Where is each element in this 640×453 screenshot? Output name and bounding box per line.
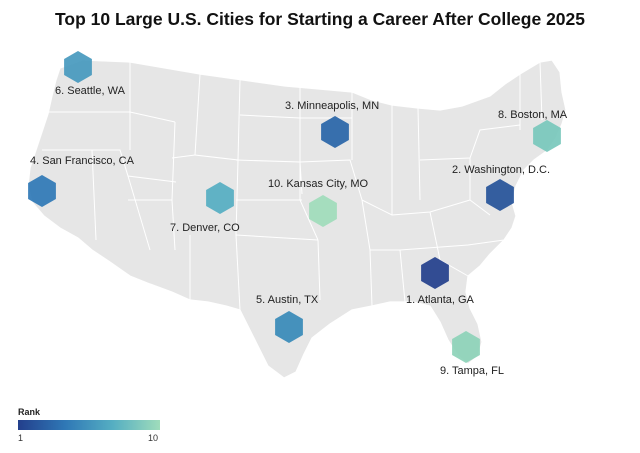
city-hex-marker xyxy=(321,116,349,148)
city-label: 4. San Francisco, CA xyxy=(30,155,135,167)
legend-max-label: 10 xyxy=(148,433,159,443)
legend-color-bar xyxy=(18,420,160,430)
city-hex-marker xyxy=(28,175,56,207)
city-label: 3. Minneapolis, MN xyxy=(285,100,379,112)
city-hex-marker xyxy=(309,195,337,227)
state-borders xyxy=(42,61,543,311)
city-hex-marker xyxy=(486,179,514,211)
city-hex-marker xyxy=(206,182,234,214)
city-label: 9. Tampa, FL xyxy=(440,365,504,377)
city-label: 5. Austin, TX xyxy=(256,294,319,306)
city-label: 2. Washington, D.C. xyxy=(452,164,550,176)
city-label: 6. Seattle, WA xyxy=(55,85,126,97)
city-hex-marker xyxy=(452,331,480,363)
city-hex-marker xyxy=(275,311,303,343)
city-label: 10. Kansas City, MO xyxy=(268,178,368,190)
city-hex-marker xyxy=(533,120,561,152)
city-label: 7. Denver, CO xyxy=(170,222,240,234)
chart-title: Top 10 Large U.S. Cities for Starting a … xyxy=(54,9,586,29)
city-label: 1. Atlanta, GA xyxy=(406,294,475,306)
city-hex-marker xyxy=(421,257,449,289)
legend-title: Rank xyxy=(18,407,41,417)
legend-min-label: 1 xyxy=(18,433,24,443)
city-hex-marker xyxy=(64,51,92,83)
city-label: 8. Boston, MA xyxy=(498,109,568,121)
us-landmass xyxy=(27,59,567,379)
